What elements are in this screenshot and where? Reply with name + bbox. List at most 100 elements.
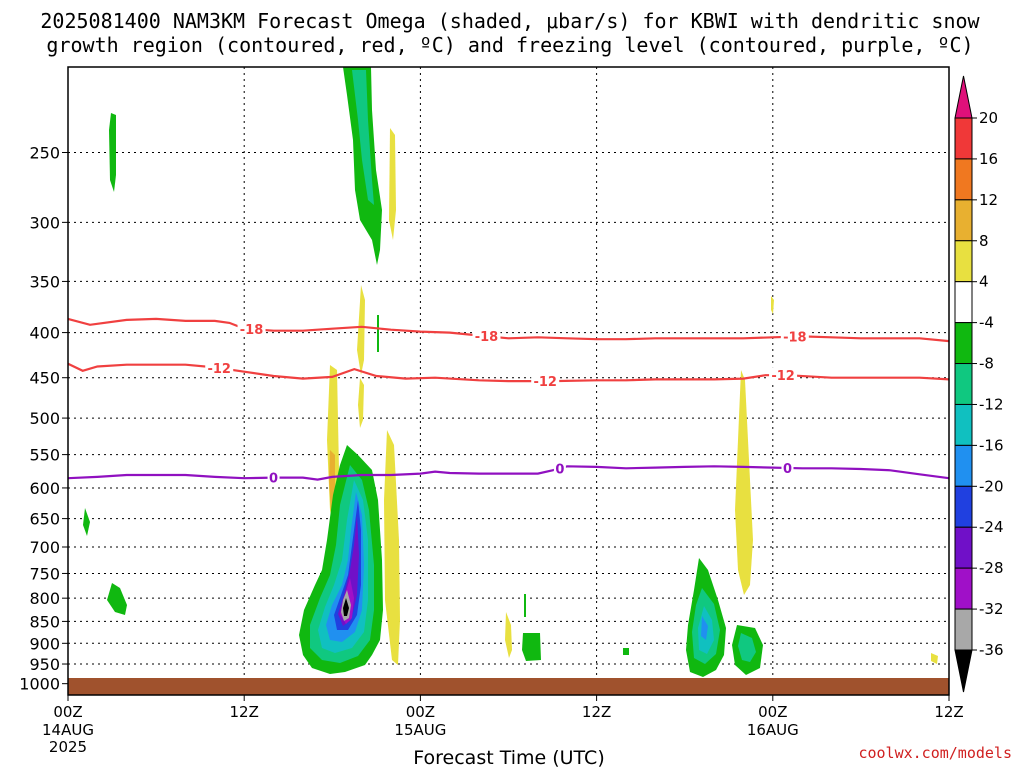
contour-label-0-2: 0 [783,462,792,477]
contour-label-bg-0-1 [553,460,566,476]
colorbar-label-2: 12 [979,191,998,209]
x-tick-label-36: 12Z [582,703,611,721]
y-tick-label-800: 800 [29,589,60,608]
contour-label--18-0: -18 [240,323,264,338]
colorbar-box-7 [954,403,973,446]
omega-region-yellow-f [505,612,512,658]
omega-region-upper-plume-core [352,70,374,205]
colorbar-label-8: -16 [979,436,1004,454]
omega-region-upper-plume [343,67,382,265]
plot-border [67,66,950,696]
colorbar-label-9: -20 [979,477,1004,495]
x-tick-date-24: 15AUG [394,721,446,739]
colorbar-label-1: 16 [979,150,998,168]
contour-label--12-0: -12 [207,362,231,377]
y-tick-label-700: 700 [29,538,60,557]
x-tick-label-12: 12Z [230,703,259,721]
colorbar-box-4 [954,281,973,324]
x-tick-year-0: 2025 [49,738,87,756]
omega-region-yellow-e [384,430,400,665]
y-tick-label-750: 750 [29,564,60,583]
contour-label--12-1: -12 [533,375,557,390]
y-tick-label-250: 250 [29,143,60,162]
contour-label-bg--18-0 [237,321,266,337]
y-tick-label-300: 300 [29,213,60,232]
y-axis: 250 300 350 400 450 500 550 600 650 700 750 800 850 9… [19,143,68,694]
colorbar-box-6 [954,363,973,405]
x-tick-label-24: 00Z [406,703,435,721]
colorbar-box-11 [954,567,973,610]
y-tick-label-500: 500 [29,409,60,428]
contour-label-bg-0-0 [267,469,280,485]
y-tick-label-350: 350 [29,272,60,291]
x-tick-label-48: 00Z [758,703,787,721]
contour-label-bg--18-2 [780,328,809,344]
colorbar-box-2 [954,199,973,242]
credit-text: coolwx.com/models [858,744,1012,762]
omega-region-green-i [623,648,629,655]
omega-region-1z-green [83,508,90,536]
y-tick-label-600: 600 [29,479,60,498]
omega-region-3z-low [107,583,127,615]
colorbar-label-12: -32 [979,600,1004,618]
y-tick-label-450: 450 [29,369,60,388]
colorbar-bottom-triangle [954,649,973,693]
y-tick-label-650: 650 [29,510,60,529]
temperature-contours: -18 -18 -18 -12 -12 -12 0 0 0 [67,317,950,487]
contour-label--12-2: -12 [771,369,795,384]
colorbar-label-13: -36 [979,641,1004,659]
contour-label-0-1: 0 [555,462,564,477]
chart-title-line1: 2025081400 NAM3KM Forecast Omega (shaded… [40,9,980,33]
omega-region-yellow-b [357,285,365,375]
x-tick-label-60: 12Z [934,703,963,721]
colorbar-label-10: -24 [979,518,1004,536]
omega-region-yellow-h [771,296,774,314]
chart-title-line2: growth region (contoured, red, ºC) and f… [46,33,973,57]
omega-region-green-h [522,633,541,661]
y-tick-label-850: 850 [29,612,60,631]
omega-region-main-black [343,598,349,616]
contour-label-0-0: 0 [269,472,278,487]
colorbar-box-10 [954,526,973,569]
colorbar-box-8 [954,444,973,487]
colorbar-label-5: -4 [979,314,994,332]
contour-label-bg--12-1 [531,373,560,389]
colorbar-label-7: -12 [979,395,1004,413]
y-tick-label-550: 550 [29,446,60,465]
omega-region-yellow-a [389,128,396,240]
contour-label--18-1: -18 [475,330,499,345]
omega-region-green-g [524,594,526,617]
contour-label-bg--12-2 [769,367,798,383]
colorbar-box-5 [954,322,973,365]
omega-shading [83,67,938,677]
x-tick-label-0: 00Z [53,703,82,721]
omega-region-yellow-c [358,378,364,428]
x-tick-date-48: 16AUG [747,721,799,739]
colorbar-top-triangle [954,75,973,119]
colorbar: 20 16 12 8 4 -4 -8 -12 -16 -20 -24 -28 -32 -36 [954,75,1004,693]
colorbar-label-6: -8 [979,355,994,373]
colorbar-box-3 [954,240,973,283]
colorbar-label-0: 20 [979,109,998,127]
contour-label-bg-0-2 [781,459,794,475]
y-tick-label-1000: 1000 [19,675,60,694]
contour-label--18-2: -18 [783,331,807,346]
contour-label-bg--18-1 [472,328,501,344]
colorbar-box-12 [954,608,973,651]
colorbar-label-4: 4 [979,273,989,291]
omega-region-d2-blue [701,616,708,640]
y-tick-label-400: 400 [29,324,60,343]
colorbar-label-11: -28 [979,559,1004,577]
omega-region-green-thin [377,315,379,352]
omega-region-yellow-i [931,653,938,664]
contour-label-bg--12-0 [205,360,234,376]
colorbar-box-0 [954,117,973,160]
x-tick-date-0: 14AUG [42,721,94,739]
colorbar-box-1 [954,158,973,201]
x-axis-label: Forecast Time (UTC) [413,747,604,768]
terrain-band [68,678,949,695]
omega-region-yellow-g [735,370,753,595]
omega-region-3z-upper [109,113,116,192]
